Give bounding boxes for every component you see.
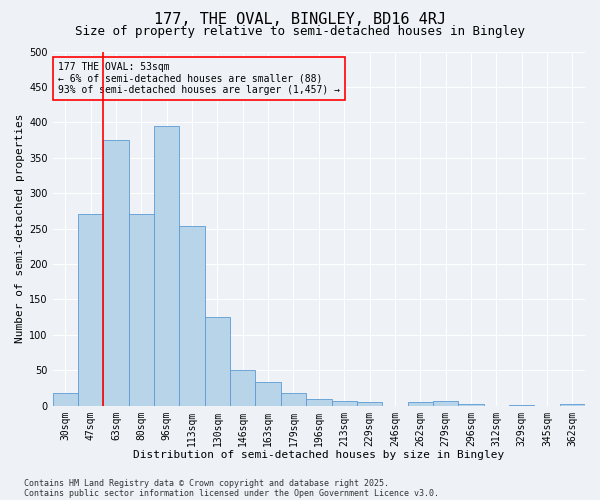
Bar — [154, 126, 179, 406]
Bar — [78, 214, 103, 406]
Bar — [103, 140, 129, 406]
Bar — [306, 400, 332, 406]
Text: Contains public sector information licensed under the Open Government Licence v3: Contains public sector information licen… — [24, 488, 439, 498]
Bar — [205, 317, 230, 406]
Bar — [407, 402, 433, 406]
Y-axis label: Number of semi-detached properties: Number of semi-detached properties — [15, 114, 25, 344]
Bar — [179, 226, 205, 406]
Bar — [332, 402, 357, 406]
Bar — [281, 393, 306, 406]
Text: 177 THE OVAL: 53sqm
← 6% of semi-detached houses are smaller (88)
93% of semi-de: 177 THE OVAL: 53sqm ← 6% of semi-detache… — [58, 62, 340, 96]
Bar — [357, 402, 382, 406]
Bar — [129, 214, 154, 406]
Bar — [560, 404, 585, 406]
Text: 177, THE OVAL, BINGLEY, BD16 4RJ: 177, THE OVAL, BINGLEY, BD16 4RJ — [154, 12, 446, 28]
Bar — [509, 405, 535, 406]
Bar — [256, 382, 281, 406]
Bar — [53, 393, 78, 406]
Bar — [433, 401, 458, 406]
Bar — [230, 370, 256, 406]
Text: Contains HM Land Registry data © Crown copyright and database right 2025.: Contains HM Land Registry data © Crown c… — [24, 478, 389, 488]
Bar — [458, 404, 484, 406]
Text: Size of property relative to semi-detached houses in Bingley: Size of property relative to semi-detach… — [75, 25, 525, 38]
X-axis label: Distribution of semi-detached houses by size in Bingley: Distribution of semi-detached houses by … — [133, 450, 505, 460]
